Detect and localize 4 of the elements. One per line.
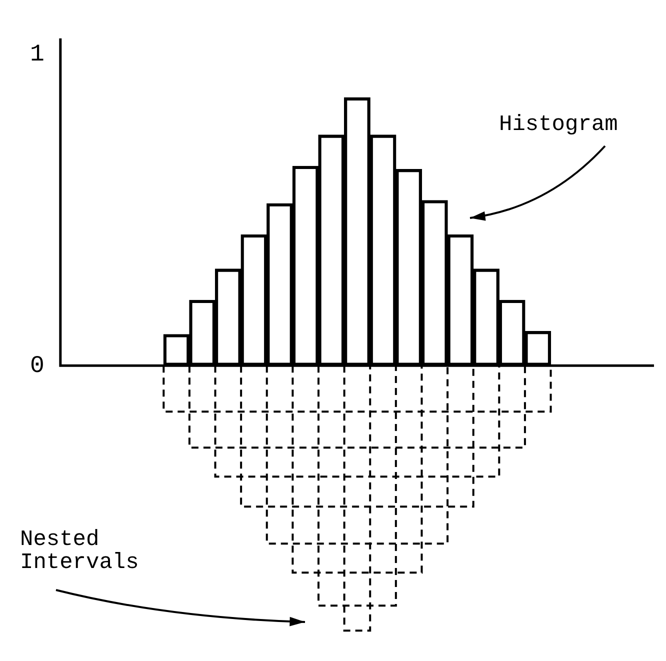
y-tick-label: 1 xyxy=(30,41,44,68)
text: Nested Intervals xyxy=(20,527,139,575)
annotation: Histogram xyxy=(499,112,618,137)
y-tick-label: 0 xyxy=(30,352,44,380)
